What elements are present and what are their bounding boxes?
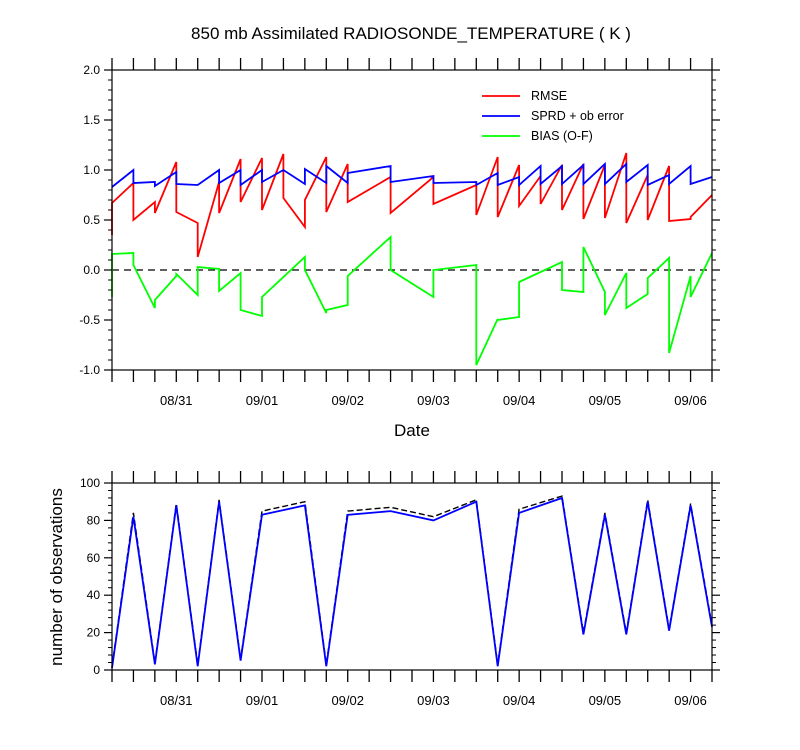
x-date-label: 08/31 [160, 693, 193, 708]
x-date-label: 09/01 [246, 693, 279, 708]
y-tick-label: 60 [87, 551, 101, 565]
y-tick-label: 0 [93, 663, 100, 677]
legend: RMSE SPRD + ob error BIAS (O-F) [482, 89, 624, 143]
x-date-label: 09/05 [589, 693, 622, 708]
bottom-chart: 0 20 40 60 80 100 08/31 09/01 09/02 09/03 09/04 09/… [80, 471, 720, 708]
series-line-assimilated [111, 496, 713, 669]
series-line-bias-o-f [111, 234, 713, 366]
y-tick-label: 2.0 [83, 63, 100, 77]
x-date-label: 08/31 [160, 393, 193, 408]
x-date-label: 09/06 [674, 393, 707, 408]
bottom-chart-frame [111, 482, 713, 671]
y-tick-label: 0.0 [83, 263, 100, 277]
y-tick-label: 1.0 [83, 163, 100, 177]
y-tick-label: 1.5 [83, 113, 100, 127]
y-tick-label: -0.5 [79, 313, 100, 327]
series-line-sprd-ob-error [111, 161, 713, 188]
y-tick-label: 20 [87, 626, 101, 640]
x-date-label: 09/06 [674, 693, 707, 708]
y-tick-label: 80 [87, 513, 101, 527]
legend-label: RMSE [531, 89, 567, 103]
bottom-chart-ylabel: number of observations [47, 488, 66, 666]
x-date-label: 09/02 [331, 393, 364, 408]
x-date-label: 09/05 [589, 393, 622, 408]
legend-label: SPRD + ob error [531, 109, 624, 123]
x-date-label: 09/03 [417, 693, 450, 708]
series-line-rmse [111, 152, 713, 258]
top-chart-xlabel: Date [394, 421, 430, 440]
legend-label: BIAS (O-F) [531, 129, 593, 143]
y-tick-label: 100 [80, 476, 100, 490]
top-chart-title: 850 mb Assimilated RADIOSONDE_TEMPERATUR… [191, 24, 631, 43]
top-chart: -1.0 -0.5 0.0 0.5 1.0 1.5 2.0 08/31 09/01 09/02 09… [79, 58, 720, 408]
x-date-label: 09/02 [331, 693, 364, 708]
y-tick-label: 40 [87, 588, 101, 602]
x-date-label: 09/03 [417, 393, 450, 408]
x-date-label: 09/04 [503, 693, 536, 708]
y-tick-label: 0.5 [83, 213, 100, 227]
x-date-label: 09/01 [246, 393, 279, 408]
y-tick-label: -1.0 [79, 363, 100, 377]
x-date-label: 09/04 [503, 393, 536, 408]
series-line-possible [111, 495, 713, 667]
